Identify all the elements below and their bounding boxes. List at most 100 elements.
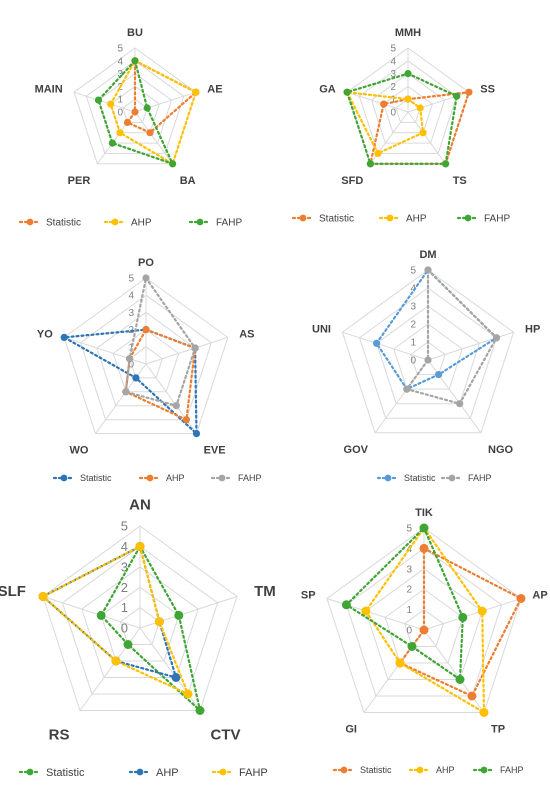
legend-marker [146,474,154,482]
legend-item-statistic: Statistic [18,218,81,229]
legend-item-fahp: FAHP [210,473,262,483]
data-point-fahp-rs [111,656,121,666]
axis-label-bu: BU [127,27,143,39]
axis-label-wo: WO [69,445,88,457]
tick-label: 5 [128,274,134,285]
grid-ring-1 [404,608,444,647]
tick-label: 0 [121,621,128,636]
axis-label-po: PO [138,257,154,269]
axis-label-hp: HP [525,323,540,335]
legend-marker [26,768,34,776]
data-point-fahp-po [142,274,150,282]
tick-label: 5 [390,44,396,55]
grid-ring-5 [42,525,238,711]
spoke-ba [134,111,174,165]
legend-marker [416,766,424,774]
legend-label: FAHP [216,218,242,229]
legend-marker [136,768,144,776]
grid-ring-5 [326,527,522,713]
legend-item-ahp: AHP [138,473,185,483]
axis-label-gi: GI [345,724,357,736]
tick-label: 0 [117,108,123,119]
data-point-ahp-ap [477,606,487,616]
axis-label-rs: RS [49,726,70,743]
axis-label-ap: AP [532,590,547,602]
axis-label-mmh: MMH [395,27,421,39]
data-point-ahp-sp [361,606,371,616]
legend-marker [111,218,119,226]
axis-label-ba: BA [180,175,196,187]
tick-label: 5 [117,44,123,55]
data-point-fahp-yo [126,355,134,363]
data-point-fahp-gi [407,642,417,651]
data-point-ahp-ss [416,104,424,112]
axis-label-ctv: CTV [211,726,241,743]
tick-label: 0 [406,626,412,637]
tick-label: 4 [406,544,412,555]
legend-marker [386,214,394,222]
data-point-ahp-ae [192,88,200,96]
data-point-fahp-ts [442,160,450,168]
data-point-fahp-sp [341,600,351,610]
tick-label: 4 [390,56,396,67]
data-point-fahp-main [94,96,103,104]
data-point-fahp-an [135,541,145,551]
axis-label-ngo: NGO [488,444,514,456]
series-line-fahp [97,58,175,166]
legend-item-fahp: FAHP [188,218,242,229]
grid-ring-2 [112,328,180,393]
grid-ring-4 [358,60,458,154]
spoke-hp [427,331,514,361]
grid-ring-2 [110,85,160,134]
data-point-statistic-per [123,118,132,126]
grid-ring-1 [410,341,446,376]
grid-ring-5 [63,277,229,435]
data-point-statistic-wo [132,374,140,382]
data-point-statistic-tp [467,691,477,701]
axis-label-ga: GA [319,83,336,95]
data-point-fahp-ss [453,92,461,100]
series-line-ahp [109,59,198,166]
data-point-fahp-wo [122,388,130,396]
tick-label: 2 [410,320,416,331]
tick-label: 2 [121,580,128,595]
axis-label-as: AS [239,329,254,341]
data-point-ahp-tp [479,708,489,717]
legend-label: Statistic [46,218,81,229]
data-point-fahp-ap [458,612,468,622]
data-point-statistic-ss [465,88,473,96]
data-point-statistic-tik [419,543,429,553]
data-point-statistic-ap [516,594,526,603]
data-point-ahp-ts [419,129,427,137]
tick-label: 3 [390,69,396,80]
legend-marker [219,768,227,776]
grid-ring-3 [81,566,199,678]
data-point-ahp-po [142,326,150,334]
data-point-statistic-ngo [435,371,443,379]
data-point-statistic-rs [123,640,133,649]
legend-label: Statistic [360,765,392,775]
tick-label: 5 [410,266,416,277]
data-point-fahp-tik [419,523,429,533]
axis-label-tm: TM [254,583,276,600]
legend-item-statistic: Statistic [376,473,436,483]
data-point-statistic-ba [146,129,154,137]
grid-ring-4 [345,547,503,697]
legend-item-ahp: AHP [408,765,455,775]
data-point-fahp-mmh [404,70,412,78]
spoke-uni [342,331,429,361]
series-line-statistic [60,328,198,437]
data-point-fahp-ctv [183,689,193,699]
spoke-slf [42,596,141,629]
tick-label: 1 [390,95,396,106]
radar-chart-5: 0 1 2 3 4 5AN TM CTV RS SLF Statistic AHP FAHP [0,496,276,779]
series-line-fahp [404,267,498,405]
data-point-fahp-dm [424,266,432,274]
axis-label-main: MAIN [35,83,63,95]
spoke-rs [79,627,141,711]
spoke-ts [407,111,447,165]
data-point-statistic-eve [192,430,201,438]
